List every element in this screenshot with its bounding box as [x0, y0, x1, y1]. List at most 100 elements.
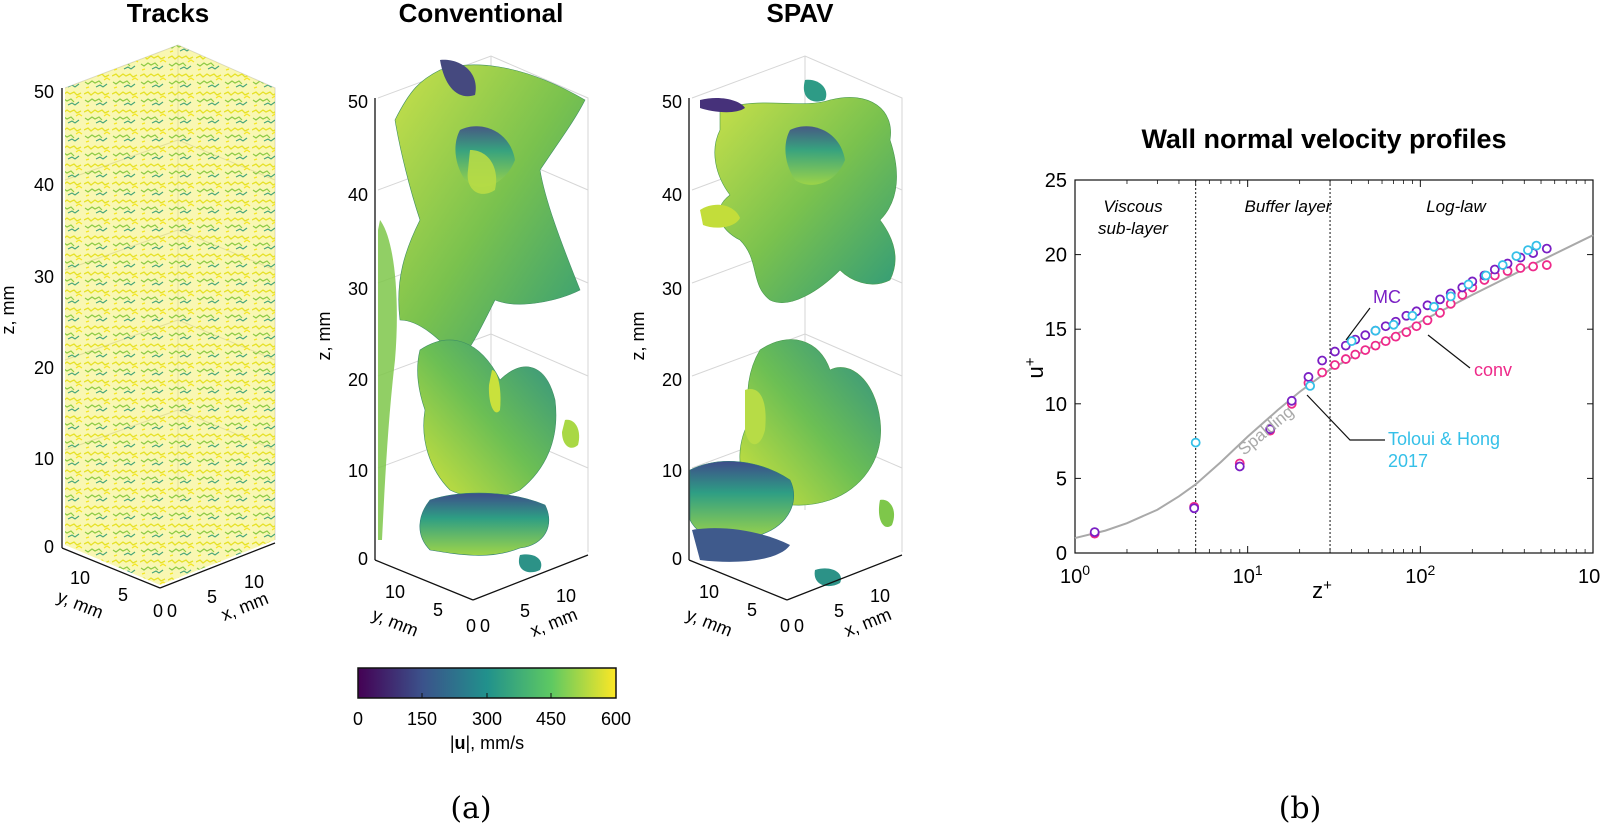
- data-point: [1401, 327, 1412, 338]
- data-point: [1541, 243, 1552, 254]
- data-point: [1380, 336, 1391, 347]
- data-point: [1388, 319, 1399, 330]
- z-tick: 20: [662, 370, 682, 390]
- y-tick: 10: [385, 582, 405, 602]
- z-tick: 40: [662, 185, 682, 205]
- colorbar-tick: 150: [407, 709, 437, 729]
- colorbar-label-prefix: |: [450, 733, 455, 753]
- data-point: [1265, 424, 1276, 435]
- data-point: [1511, 251, 1522, 261]
- plot-frame: [1074, 179, 1594, 554]
- z-tick: 0: [672, 549, 682, 569]
- z-tick: 10: [348, 461, 368, 481]
- x-tick: 5: [520, 601, 530, 621]
- z-tick: 50: [348, 92, 368, 112]
- toloui-leader: [1306, 394, 1385, 441]
- data-point: [1523, 245, 1533, 256]
- y-tick: 0: [153, 601, 163, 621]
- conventional-y-ticks: 10 5 0: [385, 582, 476, 636]
- spalding-label: Spalding: [1234, 402, 1297, 459]
- toloui-label-year: 2017: [1388, 451, 1428, 471]
- y-axis-label: u+: [1022, 357, 1049, 378]
- region-label-sublayer: sub-layer: [1098, 219, 1169, 238]
- x-tick-label: 100: [1060, 562, 1090, 588]
- panel-a: Tracks 0 10 20 30 40: [0, 0, 903, 826]
- spav-z-ticks: 0 10 20 30 40 50: [662, 92, 682, 569]
- isosurface-blob: [562, 419, 580, 448]
- colorbar-tick-labels: 0 150 300 450 600: [353, 709, 631, 729]
- y-tick-label: 15: [1045, 319, 1067, 341]
- conv-leader: [1427, 334, 1471, 369]
- data-point: [1370, 340, 1381, 351]
- y-axis-ticks: 0 5 10 15 20 25: [1045, 170, 1593, 565]
- spav-title: SPAV: [767, 0, 835, 28]
- z-tick: 40: [348, 185, 368, 205]
- region-label-loglaw: Log-law: [1426, 197, 1487, 216]
- data-point: [1305, 380, 1316, 391]
- isosurface-blob: [803, 79, 827, 102]
- z-tick: 50: [34, 82, 54, 102]
- tracks-title: Tracks: [127, 0, 209, 28]
- x-tick-label: 102: [1405, 562, 1435, 588]
- data-point: [1329, 360, 1340, 370]
- tracks-plot: Tracks 0 10 20 30 40: [0, 0, 276, 625]
- conventional-plot: Conventional: [314, 0, 589, 641]
- x-tick: 0: [167, 601, 177, 621]
- region-boundaries: [1195, 180, 1331, 553]
- spav-plot: SPAV: [628, 0, 903, 641]
- data-point: [1445, 291, 1456, 302]
- data-point: [1435, 307, 1445, 318]
- data-point: [1463, 279, 1474, 290]
- data-point: [1370, 325, 1381, 336]
- tracks-particle-cloud: [65, 45, 275, 585]
- isosurface-blob: [700, 204, 740, 228]
- isosurface-blob: [419, 492, 550, 556]
- data-point: [1340, 354, 1351, 364]
- y-tick: 5: [118, 585, 128, 605]
- colorbar-label-suffix: |, mm/s: [466, 733, 525, 753]
- caption-a: (a): [450, 791, 491, 826]
- isosurface-blob: [467, 150, 497, 194]
- z-tick: 20: [34, 358, 54, 378]
- isosurface-blob: [394, 64, 586, 361]
- z-tick: 50: [662, 92, 682, 112]
- data-point: [1515, 263, 1526, 273]
- data-point: [1481, 270, 1491, 281]
- isosurface-blob: [700, 97, 745, 113]
- region-labels: Viscous sub-layer Buffer layer Log-law: [1098, 197, 1487, 238]
- tracks-tint: [65, 45, 275, 585]
- isosurface-blob: [785, 126, 845, 185]
- tracks-z-ticks: 0 10 20 30 40 50: [34, 82, 54, 557]
- colorbar-tick: 450: [536, 709, 566, 729]
- z-tick: 0: [358, 549, 368, 569]
- isosurface-blob: [440, 59, 476, 97]
- colorbar-tick: 0: [353, 709, 363, 729]
- toloui-annotation: Toloui & Hong 2017: [1306, 394, 1500, 471]
- data-point: [1190, 437, 1201, 448]
- data-point: [1489, 264, 1500, 275]
- panel-b: Wall normal velocity profiles 0 5 10 15 20 25…: [1022, 124, 1600, 826]
- mc-label: MC: [1373, 287, 1401, 307]
- conventional-x-ticks: 0 5 10: [480, 586, 576, 636]
- x-tick: 5: [834, 601, 844, 621]
- y-tick-label: 5: [1056, 468, 1067, 490]
- y-tick: 0: [780, 616, 790, 636]
- spalding-curve: [1074, 234, 1594, 540]
- spav-x-ticks: 0 5 10: [794, 586, 890, 636]
- toloui-label: Toloui & Hong: [1388, 429, 1500, 449]
- spav-isosurfaces: [689, 79, 897, 587]
- x-tick: 10: [244, 572, 264, 592]
- isosurface-blob: [878, 499, 895, 528]
- spav-y-ticks: 10 5 0: [699, 582, 790, 636]
- colorbar: 0 150 300 450 600 |u|, mm/s: [353, 667, 631, 753]
- data-point: [1303, 372, 1314, 382]
- isosurface-blob: [518, 554, 542, 573]
- data-point: [1346, 336, 1357, 347]
- z-tick: 10: [662, 461, 682, 481]
- z-tick: 40: [34, 175, 54, 195]
- z-tick: 30: [348, 279, 368, 299]
- x-tick: 0: [480, 616, 490, 636]
- data-point: [1422, 315, 1433, 326]
- data-point: [1317, 355, 1328, 366]
- x-tick: 10: [870, 586, 890, 606]
